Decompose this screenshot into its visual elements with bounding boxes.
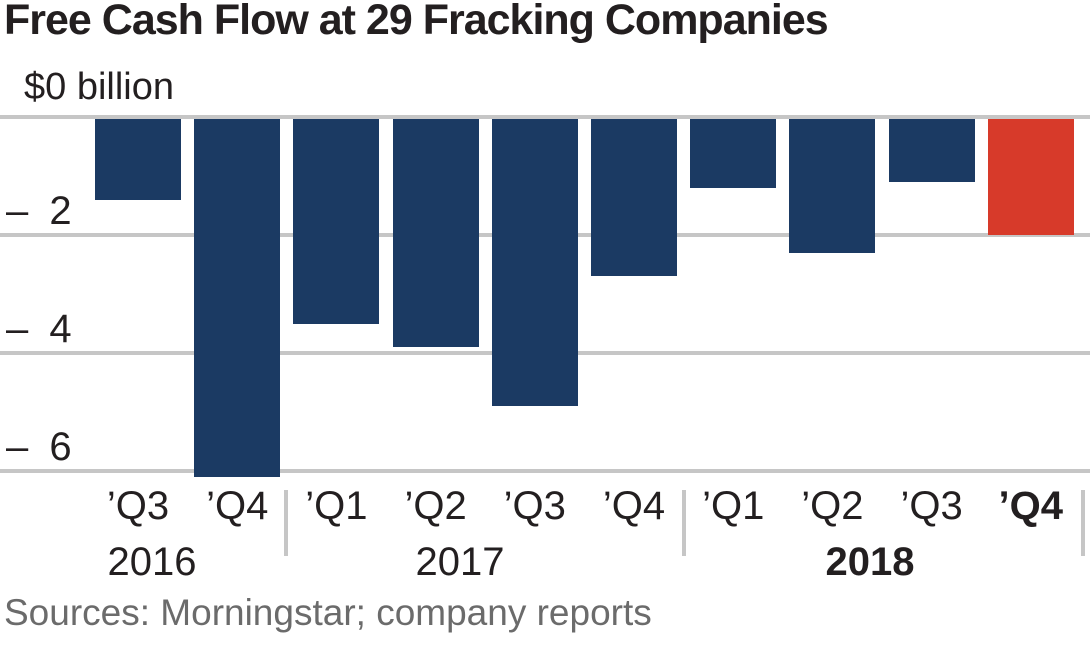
x-tick-label-q3-2018: ’Q3: [900, 484, 963, 528]
bar-q4-2017: [591, 119, 677, 277]
bar-q3-2016: [95, 119, 181, 200]
bar-q2-2018: [789, 119, 876, 253]
y-tick-label--4: – 4: [6, 307, 72, 351]
x-tick-label-q2-2018: ’Q2: [801, 484, 864, 528]
y-axis-zero-label: $0 billion: [24, 66, 174, 108]
year-label-2016: 2016: [107, 540, 197, 584]
x-tick-label-q4-2016: ’Q4: [206, 484, 269, 528]
gridline--6: [0, 469, 1090, 473]
year-separator-3: [1081, 490, 1085, 556]
bar-q2-2017: [392, 119, 479, 348]
x-tick-label-q3-2017: ’Q3: [503, 484, 566, 528]
bar-q4-2016: [194, 119, 281, 477]
zero-baseline: [0, 115, 1090, 119]
x-tick-label-q4-2018: ’Q4: [998, 484, 1064, 528]
bar-q3-2018: [888, 119, 975, 182]
source-note: Sources: Morningstar; company reports: [4, 592, 652, 633]
y-tick-label--2: – 2: [6, 189, 72, 233]
bar-q1-2017: [293, 119, 380, 324]
year-separator-1: [284, 490, 288, 556]
year-separator-2: [682, 490, 686, 556]
bar-q4-2018: [987, 119, 1074, 235]
bar-q1-2018: [690, 119, 777, 188]
bar-q3-2017: [491, 119, 578, 407]
chart-title: Free Cash Flow at 29 Fracking Companies: [4, 0, 829, 44]
x-tick-label-q3-2016: ’Q3: [106, 484, 170, 528]
year-label-2017: 2017: [415, 540, 505, 584]
year-label-2018: 2018: [825, 540, 915, 584]
x-tick-label-q1-2017: ’Q1: [305, 484, 368, 528]
x-tick-label-q2-2017: ’Q2: [404, 484, 467, 528]
x-tick-label-q4-2017: ’Q4: [602, 484, 666, 528]
y-tick-label--6: – 6: [6, 425, 72, 469]
x-tick-label-q1-2018: ’Q1: [702, 484, 765, 528]
